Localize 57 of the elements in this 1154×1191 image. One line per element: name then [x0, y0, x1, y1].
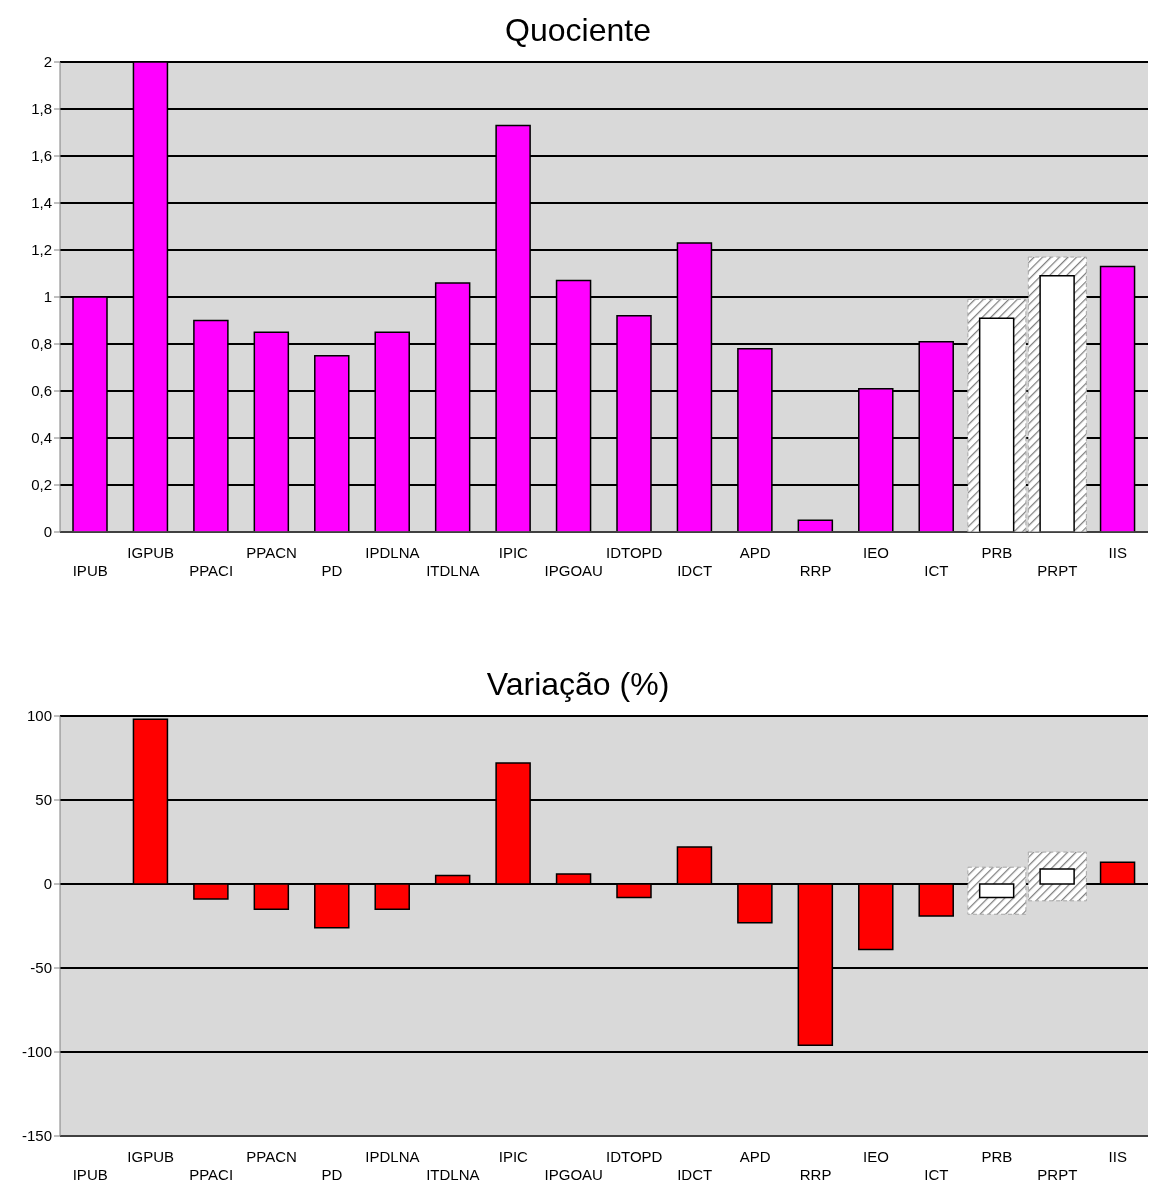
- x-tick-label: IEO: [863, 1148, 889, 1165]
- x-tick-label: PRPT: [1037, 562, 1078, 579]
- x-tick-label: IGPUB: [127, 1148, 175, 1165]
- y-tick-label: 0: [43, 875, 52, 893]
- y-tick-label: 0: [43, 523, 52, 541]
- y-tick-label: 100: [26, 707, 52, 725]
- x-tick-label: IDTOPD: [606, 544, 663, 561]
- x-tick-label: PD: [321, 562, 343, 579]
- x-tick-label: RRP: [799, 562, 832, 579]
- y-tick-label: 2: [43, 53, 52, 71]
- x-tick-label: PRB: [981, 544, 1013, 561]
- y-tick-label: 0,8: [31, 335, 52, 353]
- x-tick-label: IPGOAU: [544, 562, 603, 579]
- chart-title: Quociente: [504, 11, 652, 50]
- chart-title: Variação (%): [485, 665, 671, 704]
- x-tick-label: RRP: [799, 1166, 832, 1183]
- x-tick-label: ITDLNA: [426, 1166, 480, 1183]
- y-tick-label: 1,8: [31, 100, 52, 118]
- y-tick-label: 50: [35, 791, 52, 809]
- x-tick-label: PPACN: [246, 544, 297, 561]
- y-tick-label: -150: [21, 1127, 52, 1145]
- bar: [1039, 868, 1075, 885]
- x-tick-label: IDCT: [677, 1166, 713, 1183]
- x-tick-label: ICT: [924, 562, 949, 579]
- y-tick-label: -100: [21, 1043, 52, 1061]
- x-tick-label: IPIC: [498, 544, 529, 561]
- x-tick-label: PPACN: [246, 1148, 297, 1165]
- x-tick-label: IGPUB: [127, 544, 175, 561]
- x-tick-label: APD: [739, 1148, 771, 1165]
- y-tick-label: 0,2: [31, 476, 52, 494]
- y-tick-label: 0,4: [31, 429, 52, 447]
- x-tick-label: ITDLNA: [426, 562, 480, 579]
- x-tick-label: IEO: [863, 544, 889, 561]
- y-tick-label: 1,2: [31, 241, 52, 259]
- y-tick-label: 1: [43, 288, 52, 306]
- x-tick-label: IPDLNA: [365, 544, 420, 561]
- y-tick-label: -50: [30, 959, 52, 977]
- x-tick-label: IIS: [1108, 544, 1127, 561]
- x-tick-label: PD: [321, 1166, 343, 1183]
- y-tick-label: 0,6: [31, 382, 52, 400]
- x-tick-label: IPGOAU: [544, 1166, 603, 1183]
- x-tick-label: PPACI: [189, 562, 234, 579]
- x-tick-label: PRB: [981, 1148, 1013, 1165]
- x-tick-label: PRPT: [1037, 1166, 1078, 1183]
- x-tick-label: ICT: [924, 1166, 949, 1183]
- x-tick-label: IDCT: [677, 562, 713, 579]
- x-tick-label: PPACI: [189, 1166, 234, 1183]
- x-tick-label: IPDLNA: [365, 1148, 420, 1165]
- y-tick-label: 1,6: [31, 147, 52, 165]
- x-tick-label: IPIC: [498, 1148, 529, 1165]
- x-tick-label: APD: [739, 544, 771, 561]
- x-tick-label: IPUB: [72, 562, 108, 579]
- bar: [978, 883, 1015, 899]
- x-tick-label: IPUB: [72, 1166, 108, 1183]
- x-tick-label: IDTOPD: [606, 1148, 663, 1165]
- x-tick-label: IIS: [1108, 1148, 1127, 1165]
- y-tick-label: 1,4: [31, 194, 52, 212]
